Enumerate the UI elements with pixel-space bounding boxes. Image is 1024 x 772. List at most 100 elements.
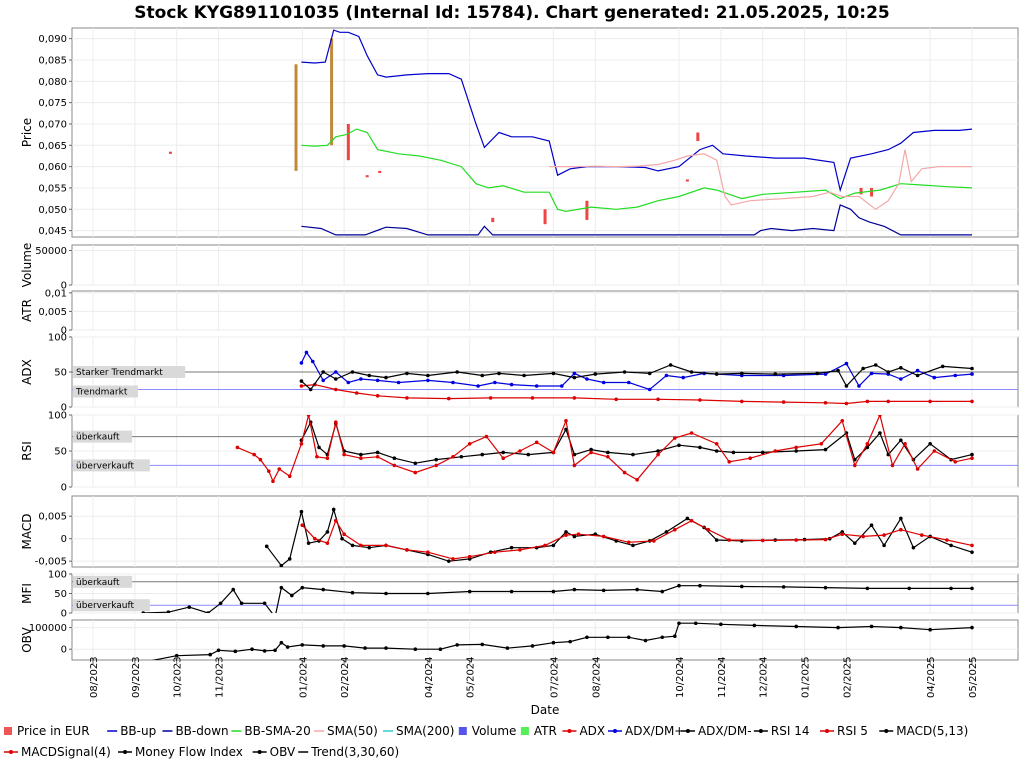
series-point [480, 642, 485, 647]
series-point [300, 585, 305, 590]
series-point [689, 518, 694, 523]
series-point [949, 586, 953, 591]
series-point [731, 450, 736, 455]
series-point [970, 586, 974, 591]
series-point [333, 387, 338, 392]
legend-label: Volume [472, 724, 517, 738]
series-point [530, 396, 535, 400]
series-point [273, 615, 277, 619]
square-icon [458, 727, 467, 735]
band-label-bg [73, 366, 186, 378]
band-label: Trendmarkt [75, 388, 128, 398]
series-point [488, 396, 493, 400]
series-point [434, 457, 439, 462]
y-tick-label: 100 [48, 333, 67, 344]
series-point [714, 372, 719, 376]
series-point [689, 431, 694, 435]
series-point [819, 442, 824, 446]
series-point [844, 401, 849, 406]
series-point [899, 366, 903, 370]
series-point [970, 366, 974, 371]
series-point [299, 379, 304, 383]
series-point [865, 442, 870, 446]
series-point [451, 557, 455, 561]
series-point [585, 635, 589, 640]
legend-label: BB-SMA-20 [244, 724, 310, 738]
panel-label-macd: MACD [20, 514, 34, 550]
series-point [141, 611, 146, 613]
x-tick-label: 04/2024 [424, 656, 435, 698]
series-point [480, 452, 485, 457]
legend-label: ATR [534, 724, 557, 738]
series-point [325, 456, 330, 461]
series-point [262, 601, 267, 606]
panel-label-obv: OBV [20, 626, 34, 652]
series-point [823, 447, 828, 452]
series-point [413, 647, 418, 651]
series-sma-50- [549, 149, 972, 211]
series-point [304, 350, 309, 355]
series-point [626, 635, 631, 640]
series-line [237, 415, 973, 483]
price-candle [491, 217, 495, 223]
x-tick-label: 12/2024 [759, 656, 770, 698]
series-point [551, 640, 556, 645]
series-point [606, 635, 610, 640]
marker-dot-icon [123, 750, 128, 754]
series-point [446, 396, 451, 401]
x-tick-label: 05/2025 [968, 656, 979, 698]
series-point [689, 370, 694, 374]
series-point [693, 621, 698, 626]
y-tick-label: 0 [61, 483, 67, 494]
series-point [306, 415, 311, 417]
y-tick-label: 0,005 [38, 307, 67, 318]
series-point [321, 370, 326, 374]
band-label-bg [73, 599, 150, 612]
series-point [593, 372, 598, 376]
x-axis-label: Date [531, 703, 560, 717]
series-point [572, 375, 577, 380]
series-point [375, 450, 380, 455]
series-point [174, 653, 179, 658]
series-point [953, 373, 958, 378]
band-label: überverkauft [76, 461, 135, 471]
series-point [928, 399, 932, 404]
series-point [493, 380, 497, 385]
series-point [861, 534, 865, 539]
series-point [748, 456, 752, 461]
series-point [853, 541, 857, 545]
series-point [354, 391, 359, 395]
series-point [359, 543, 363, 548]
series-point [564, 533, 568, 537]
band-label-bg [73, 430, 133, 443]
series-point [861, 366, 865, 371]
legend-item: RSI 5 [820, 724, 868, 738]
panel-label-mfi: MFI [20, 583, 34, 604]
y-tick-label: 0,045 [38, 226, 67, 237]
series-point [384, 646, 388, 650]
legend-label: ADX [579, 724, 605, 738]
series-point [218, 601, 223, 606]
series-point [752, 623, 757, 628]
series-point [576, 532, 581, 536]
series-point [635, 478, 639, 482]
price-candle [378, 170, 382, 174]
legend-item: BB-down [162, 724, 229, 738]
series-point [677, 583, 681, 588]
legend-item: RSI 14 [753, 724, 809, 738]
x-tick-label: 10/2024 [675, 656, 686, 698]
series-point [626, 380, 631, 385]
series-point [781, 585, 786, 589]
price-candle [685, 179, 689, 182]
series-point [375, 454, 380, 459]
series-point [622, 370, 627, 374]
series-point [869, 523, 874, 528]
series-point [572, 396, 577, 400]
legend-label: OBV [270, 745, 296, 759]
series-point [928, 627, 932, 632]
series-point [333, 377, 338, 381]
series-point [945, 538, 949, 542]
band-label: überverkauft [76, 601, 135, 611]
panel-frame [71, 290, 1019, 331]
